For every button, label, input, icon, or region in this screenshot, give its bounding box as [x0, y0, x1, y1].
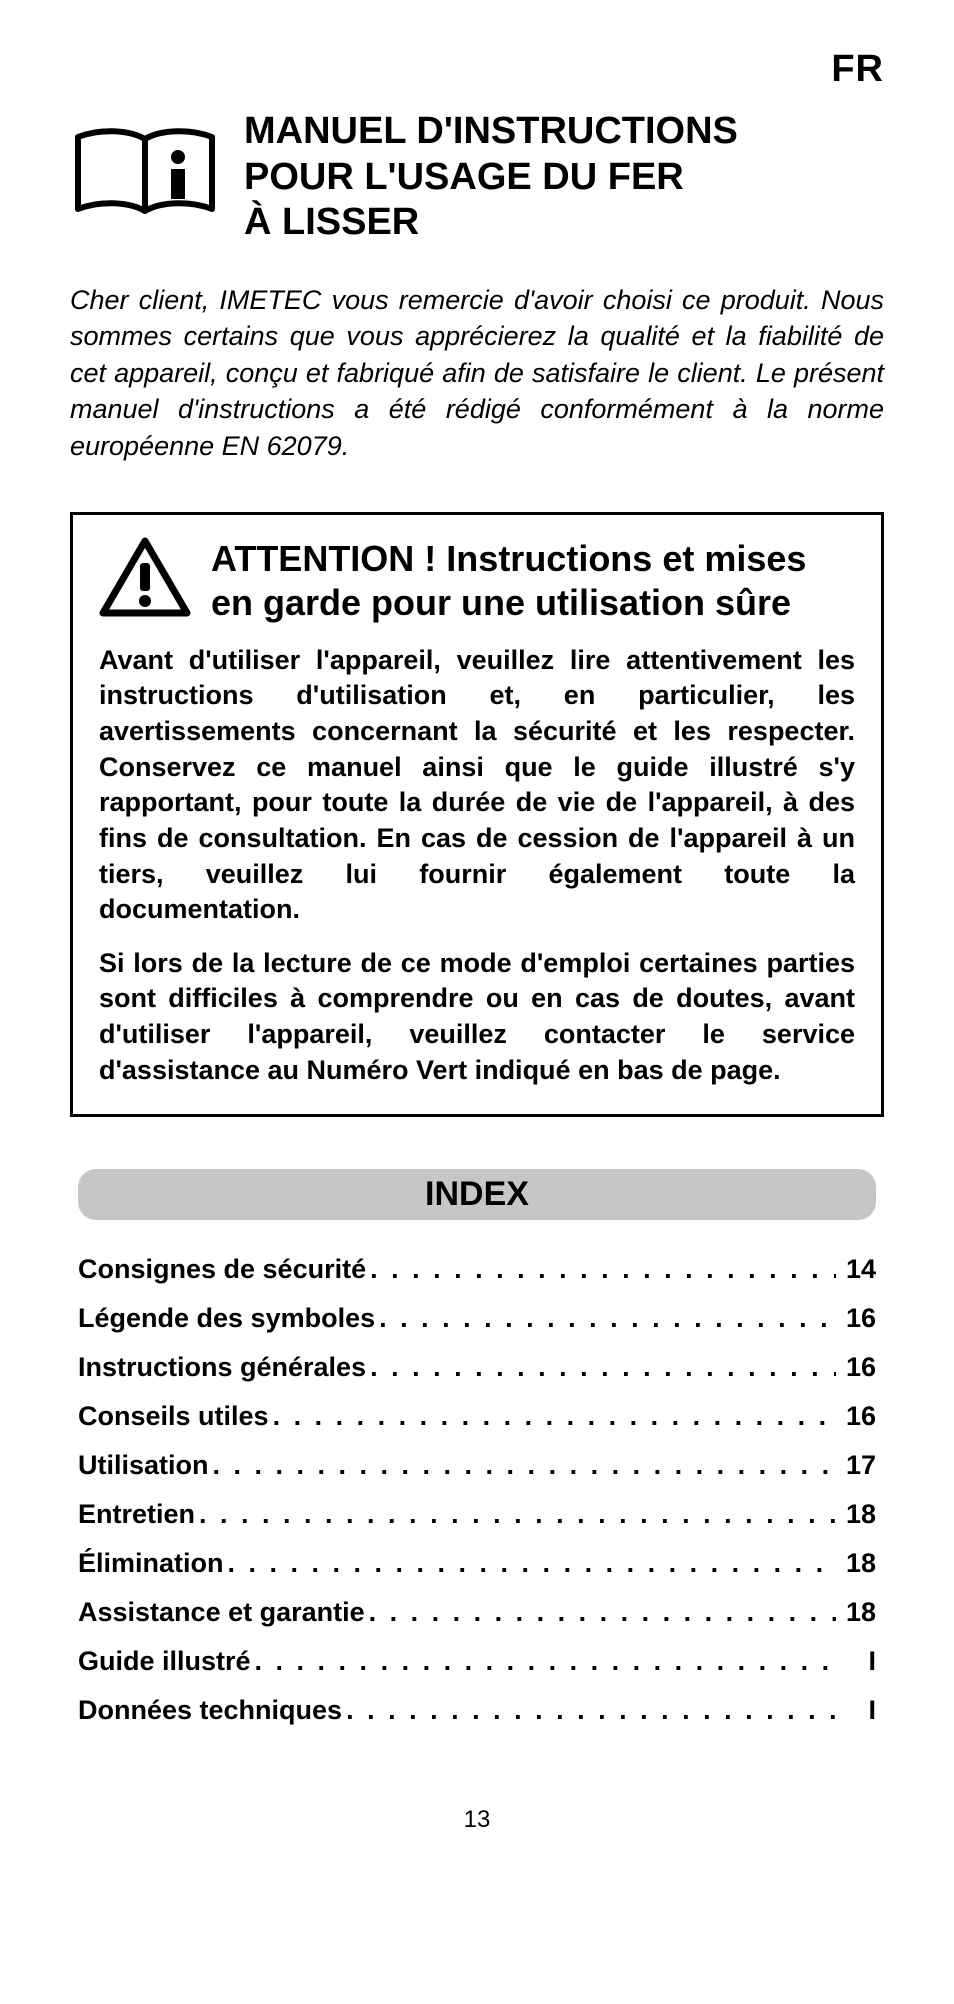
toc-leader — [195, 1499, 836, 1530]
toc-label: Légende des symboles — [78, 1303, 375, 1334]
title-line-3: À LISSER — [244, 200, 738, 246]
toc-leader — [342, 1695, 836, 1726]
toc-label: Assistance et garantie — [78, 1597, 365, 1628]
toc-row: Guide illustré I — [78, 1646, 876, 1677]
toc-page: 18 — [836, 1597, 876, 1628]
toc-page: 16 — [836, 1352, 876, 1383]
toc-row: Assistance et garantie 18 — [78, 1597, 876, 1628]
warning-triangle-icon — [99, 537, 191, 624]
toc-row: Instructions générales 16 — [78, 1352, 876, 1383]
warning-header: ATTENTION ! Instructions et mises en gar… — [99, 537, 855, 625]
toc-page: 16 — [836, 1401, 876, 1432]
toc-label: Données techniques — [78, 1695, 342, 1726]
toc-row: Élimination 18 — [78, 1548, 876, 1579]
toc-row: Données techniques I — [78, 1695, 876, 1726]
toc-leader — [366, 1352, 836, 1383]
toc-label: Entretien — [78, 1499, 195, 1530]
toc-label: Élimination — [78, 1548, 224, 1579]
toc-page: 14 — [836, 1254, 876, 1285]
toc-leader — [224, 1548, 836, 1579]
document-title: MANUEL D'INSTRUCTIONS POUR L'USAGE DU FE… — [244, 109, 738, 246]
table-of-contents: Consignes de sécurité 14 Légende des sym… — [70, 1254, 884, 1726]
toc-row: Entretien 18 — [78, 1499, 876, 1530]
open-book-info-icon — [70, 123, 220, 232]
toc-label: Consignes de sécurité — [78, 1254, 366, 1285]
toc-label: Guide illustré — [78, 1646, 251, 1677]
toc-leader — [209, 1450, 836, 1481]
toc-page: I — [836, 1646, 876, 1677]
index-heading: INDEX — [78, 1169, 876, 1220]
toc-leader — [365, 1597, 836, 1628]
toc-row: Consignes de sécurité 14 — [78, 1254, 876, 1285]
warning-paragraph-2: Si lors de la lecture de ce mode d'emplo… — [99, 946, 855, 1089]
language-code: FR — [70, 48, 884, 91]
title-header: MANUEL D'INSTRUCTIONS POUR L'USAGE DU FE… — [70, 109, 884, 246]
manual-page: FR MANUEL D'INSTRUCTIONS POUR L'USAGE DU… — [0, 0, 954, 1874]
toc-leader — [375, 1303, 836, 1334]
toc-page: 18 — [836, 1499, 876, 1530]
warning-box: ATTENTION ! Instructions et mises en gar… — [70, 512, 884, 1117]
toc-label: Conseils utiles — [78, 1401, 269, 1432]
toc-page: 16 — [836, 1303, 876, 1334]
page-number: 13 — [70, 1806, 884, 1834]
toc-page: 18 — [836, 1548, 876, 1579]
toc-page: 17 — [836, 1450, 876, 1481]
toc-label: Instructions générales — [78, 1352, 366, 1383]
toc-leader — [366, 1254, 836, 1285]
title-line-1: MANUEL D'INSTRUCTIONS — [244, 109, 738, 155]
toc-label: Utilisation — [78, 1450, 209, 1481]
toc-row: Légende des symboles 16 — [78, 1303, 876, 1334]
title-line-2: POUR L'USAGE DU FER — [244, 155, 738, 201]
toc-leader — [251, 1646, 836, 1677]
warning-paragraph-1: Avant d'utiliser l'appareil, veuillez li… — [99, 643, 855, 928]
toc-row: Conseils utiles 16 — [78, 1401, 876, 1432]
toc-leader — [269, 1401, 836, 1432]
intro-paragraph: Cher client, IMETEC vous remercie d'avoi… — [70, 282, 884, 464]
warning-title: ATTENTION ! Instructions et mises en gar… — [211, 537, 855, 625]
toc-row: Utilisation 17 — [78, 1450, 876, 1481]
toc-page: I — [836, 1695, 876, 1726]
